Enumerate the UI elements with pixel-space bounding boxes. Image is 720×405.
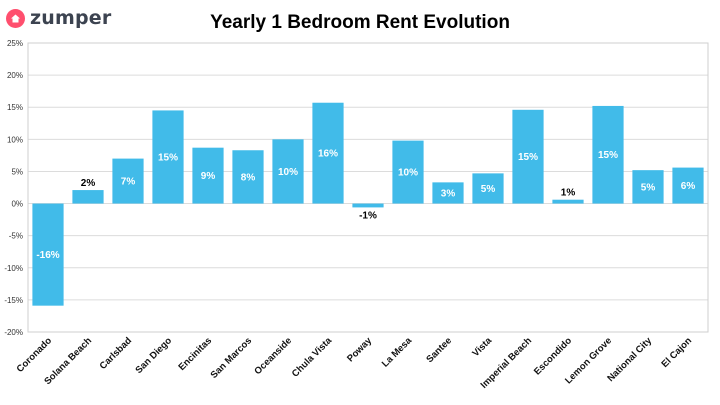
data-label: 10% bbox=[278, 167, 298, 178]
y-tick-label: 5% bbox=[11, 167, 23, 176]
x-tick-label: San Diego bbox=[133, 335, 174, 376]
data-label: 8% bbox=[241, 172, 256, 183]
data-label: 2% bbox=[81, 178, 96, 189]
y-tick-label: 25% bbox=[7, 39, 23, 48]
data-label: 6% bbox=[681, 181, 696, 192]
bar bbox=[552, 199, 584, 204]
x-tick-label: Vista bbox=[470, 335, 494, 359]
x-tick-label: Poway bbox=[345, 335, 375, 365]
y-tick-label: 0% bbox=[11, 200, 23, 209]
data-label: 15% bbox=[598, 150, 618, 161]
data-label: 5% bbox=[641, 182, 656, 193]
bar bbox=[592, 105, 624, 204]
x-tick-label: San Marcos bbox=[209, 335, 254, 380]
x-tick-label: Escondido bbox=[532, 335, 574, 377]
data-label: 7% bbox=[121, 177, 136, 188]
data-label: -16% bbox=[36, 250, 59, 261]
bar bbox=[472, 173, 504, 204]
data-label: 15% bbox=[518, 152, 538, 163]
y-tick-label: -5% bbox=[9, 232, 23, 241]
bar bbox=[232, 150, 264, 204]
bar bbox=[272, 139, 304, 204]
bar bbox=[352, 203, 384, 208]
data-label: 16% bbox=[318, 149, 338, 160]
x-tick-label: Chula Vista bbox=[290, 335, 335, 380]
y-tick-label: 15% bbox=[7, 103, 23, 112]
bar bbox=[312, 102, 344, 204]
bar bbox=[392, 140, 424, 204]
y-tick-label: 20% bbox=[7, 71, 23, 80]
house-icon bbox=[6, 8, 25, 28]
y-tick-label: -20% bbox=[4, 328, 23, 337]
data-label: -1% bbox=[359, 210, 377, 221]
bar bbox=[192, 147, 224, 204]
x-tick-label: El Cajon bbox=[659, 335, 694, 370]
bar bbox=[512, 109, 544, 204]
y-tick-label: 10% bbox=[7, 135, 23, 144]
x-tick-label: Oceanside bbox=[252, 335, 294, 377]
data-label: 15% bbox=[158, 152, 178, 163]
chart-title: Yearly 1 Bedroom Rent Evolution bbox=[210, 12, 510, 33]
zumper-logo: zumper bbox=[6, 7, 111, 29]
data-label: 1% bbox=[561, 188, 576, 199]
data-label: 9% bbox=[201, 171, 216, 182]
plot-frame bbox=[27, 42, 709, 333]
x-tick-label: Carlsbad bbox=[98, 335, 135, 372]
data-label: 3% bbox=[441, 188, 456, 199]
bar bbox=[632, 170, 664, 204]
bar bbox=[672, 167, 704, 204]
bar bbox=[32, 203, 64, 306]
data-label: 5% bbox=[481, 184, 496, 195]
bar bbox=[72, 190, 104, 204]
y-tick-label: -15% bbox=[4, 296, 23, 305]
data-label: 10% bbox=[398, 168, 418, 179]
bar bbox=[152, 110, 184, 204]
x-tick-label: Coronado bbox=[15, 335, 55, 375]
x-tick-label: Encinitas bbox=[176, 335, 214, 373]
bar bbox=[432, 182, 464, 204]
bar bbox=[112, 158, 144, 204]
y-tick-label: -10% bbox=[4, 264, 23, 273]
x-tick-label: Santee bbox=[424, 335, 454, 365]
brand-name: zumper bbox=[30, 7, 112, 29]
x-tick-label: La Mesa bbox=[380, 335, 415, 370]
